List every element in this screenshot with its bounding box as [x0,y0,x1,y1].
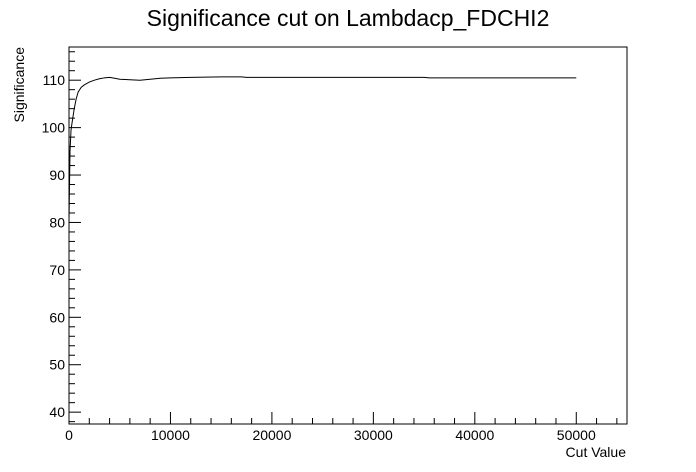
x-tick-label: 50000 [557,427,596,443]
y-tick-label: 40 [49,404,65,420]
y-tick-label: 80 [49,214,65,230]
x-axis: 0 10000 20000 30000 40000 50000 [65,412,618,443]
x-axis-label: Cut Value [566,444,627,460]
series-line [68,76,577,221]
x-tick-label: 30000 [354,427,393,443]
x-tick-label: 40000 [455,427,494,443]
y-tick-label: 60 [49,309,65,325]
y-tick-label: 100 [42,120,66,136]
y-axis-label: Significance [11,47,27,123]
y-axis: 40 50 60 70 80 90 100 110 [42,51,81,423]
y-tick-label: 90 [49,167,65,183]
y-tick-label: 50 [49,357,65,373]
x-tick-label: 0 [65,427,73,443]
y-tick-label: 110 [43,72,66,88]
plot-frame [68,46,628,425]
x-tick-label: 10000 [151,427,190,443]
x-tick-label: 20000 [252,427,291,443]
chart-title: Significance cut on Lambdacp_FDCHI2 [147,5,550,31]
y-tick-label: 70 [49,262,65,278]
